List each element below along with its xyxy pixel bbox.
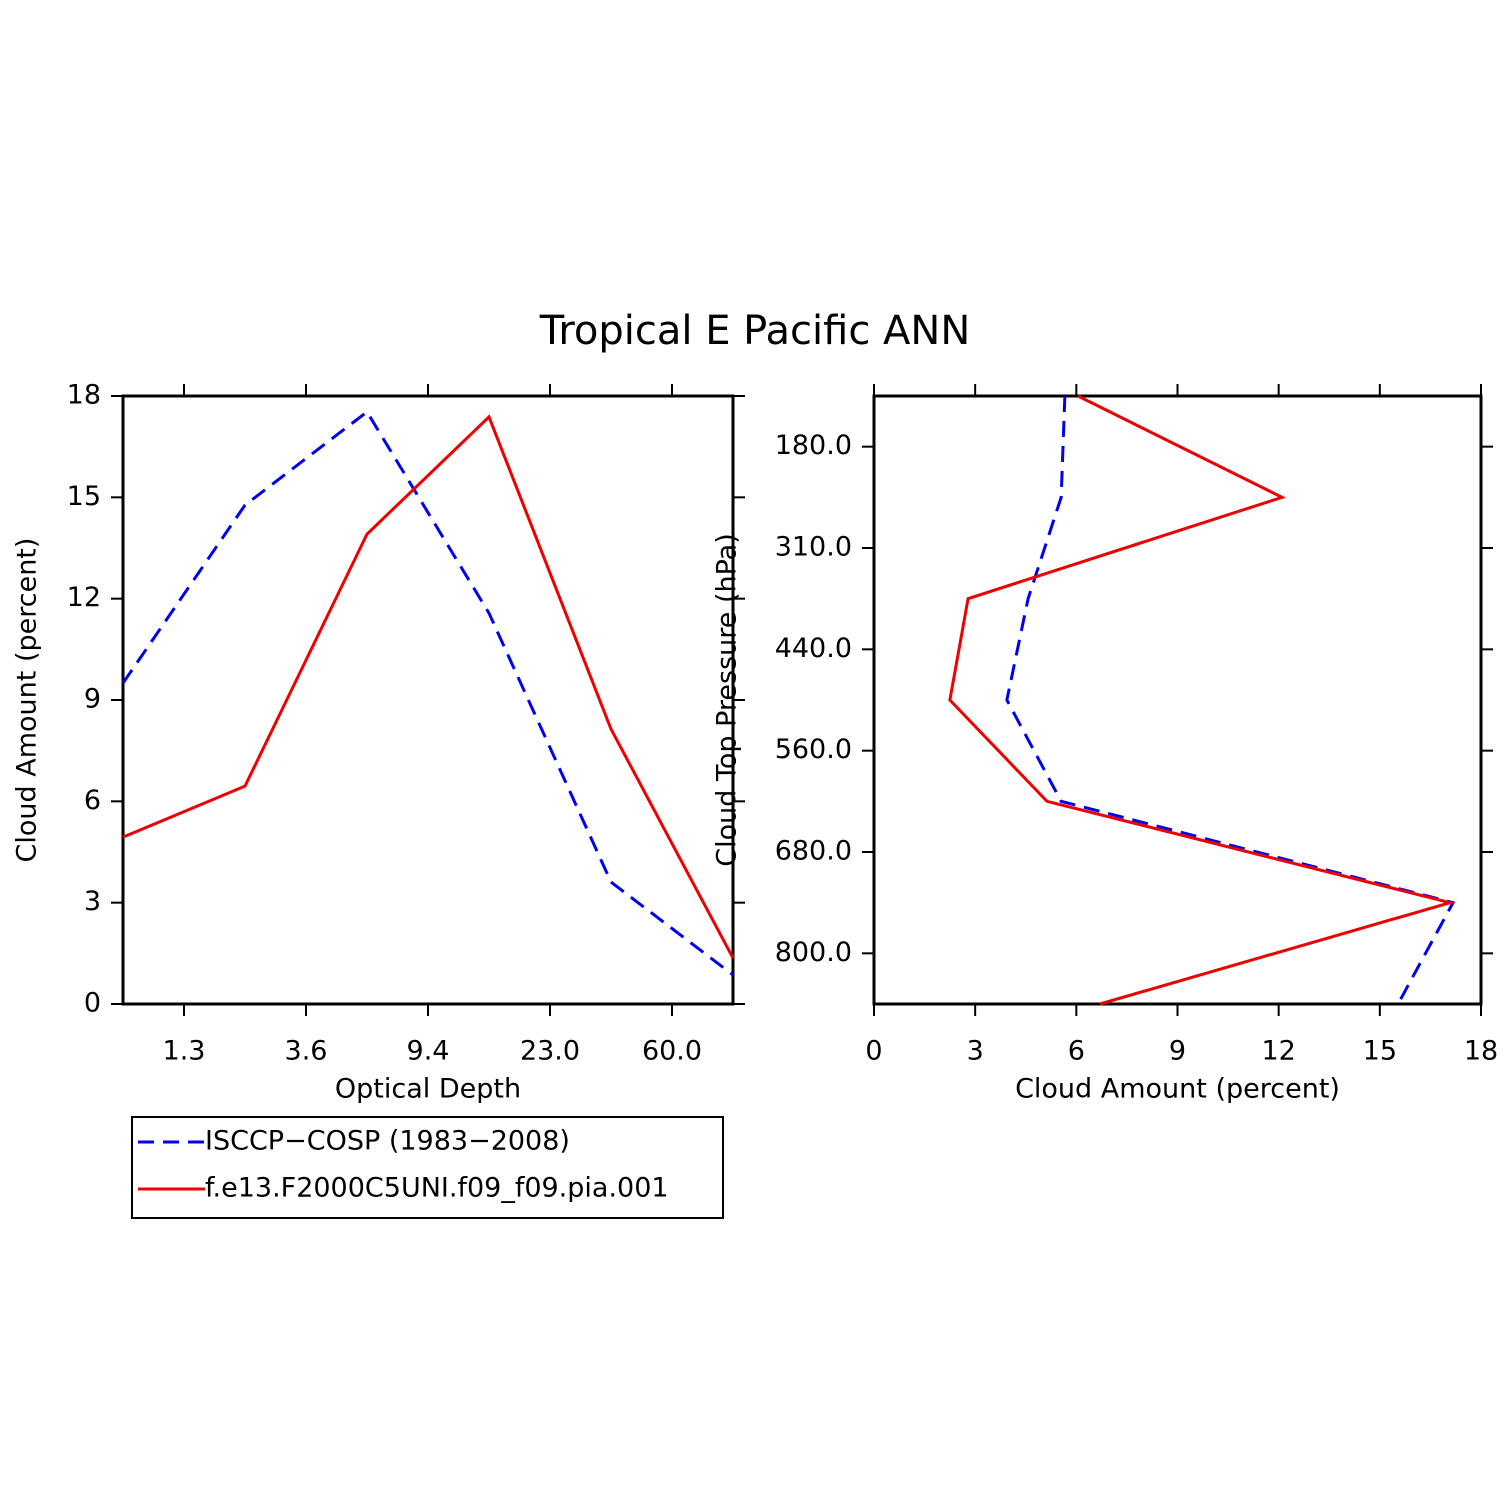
y-axis-label: Cloud Amount (percent) (12, 538, 43, 863)
x-tick-label: 9 (1169, 1036, 1186, 1067)
x-tick-label: 0 (865, 1036, 882, 1067)
y-tick-label: 9 (84, 684, 101, 715)
legend-label: ISCCP−COSP (1983−2008) (205, 1126, 570, 1157)
y-tick-label: 680.0 (775, 836, 852, 867)
x-tick-label: 12 (1261, 1036, 1295, 1067)
x-tick-label: 18 (1464, 1036, 1498, 1067)
legend-label: f.e13.F2000C5UNI.f09_f09.pia.001 (205, 1173, 669, 1204)
y-axis-label: Cloud Top Pressure (hPa) (712, 533, 743, 867)
y-tick-label: 12 (67, 582, 101, 613)
y-tick-label: 440.0 (775, 633, 852, 664)
x-axis-label: Cloud Amount (percent) (1015, 1074, 1340, 1105)
x-tick-label: 3.6 (285, 1036, 328, 1067)
x-tick-label: 1.3 (163, 1036, 206, 1067)
y-tick-label: 800.0 (775, 937, 852, 968)
x-axis-label: Optical Depth (335, 1074, 521, 1105)
x-tick-label: 9.4 (407, 1036, 450, 1067)
y-tick-label: 6 (84, 785, 101, 816)
x-tick-label: 15 (1363, 1036, 1397, 1067)
x-tick-label: 23.0 (520, 1036, 580, 1067)
legend-box (131, 1116, 724, 1219)
chart-title: Tropical E Pacific ANN (539, 308, 970, 354)
y-tick-label: 0 (84, 988, 101, 1019)
y-tick-label: 15 (67, 481, 101, 512)
plot-frame (872, 394, 1483, 1006)
series-line (948, 394, 1456, 1006)
y-tick-label: 18 (67, 380, 101, 411)
x-tick-label: 6 (1068, 1036, 1085, 1067)
series-line (1005, 395, 1456, 1005)
series-line (122, 414, 735, 959)
y-tick-label: 3 (84, 886, 101, 917)
y-tick-label: 310.0 (775, 532, 852, 563)
series-line (121, 409, 734, 977)
plot-frame (121, 394, 735, 1006)
y-tick-label: 180.0 (775, 430, 852, 461)
x-tick-label: 3 (967, 1036, 984, 1067)
y-tick-label: 560.0 (775, 734, 852, 765)
x-tick-label: 60.0 (642, 1036, 702, 1067)
